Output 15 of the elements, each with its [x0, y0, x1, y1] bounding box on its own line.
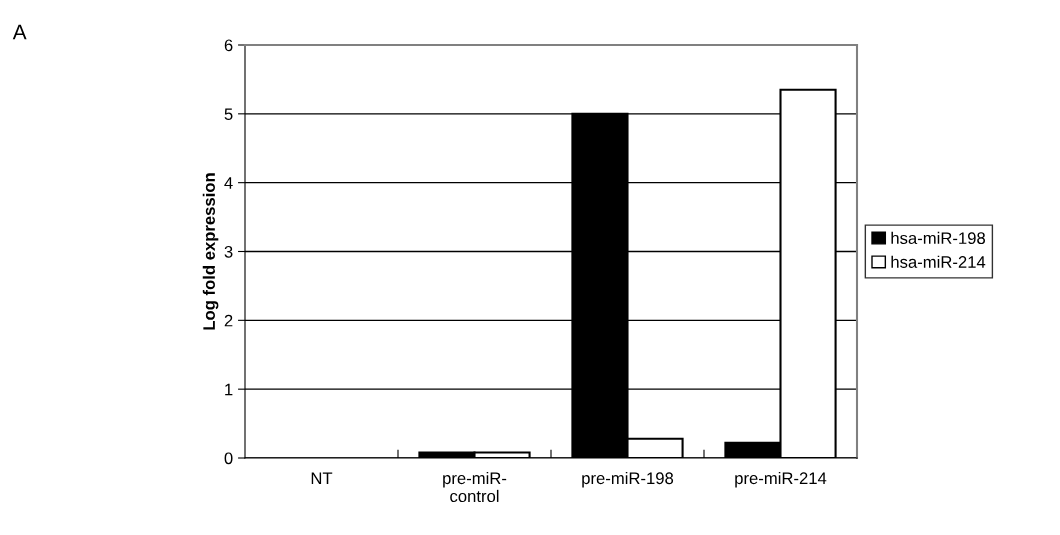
text: A	[12, 24, 27, 40]
legend-label: hsa-miR-214	[891, 255, 986, 268]
y-tick-label: 1	[225, 383, 233, 396]
x-tick-label: NT	[311, 472, 333, 484]
legend-label: hsa-miR-198	[891, 231, 986, 245]
y-tick-label: 5	[224, 108, 233, 121]
y-tick-label: 4	[224, 177, 233, 189]
x-tick-label: pre-miR-214	[735, 471, 827, 488]
y-tick-label: 3	[224, 245, 233, 258]
y-tick-label: 6	[224, 39, 233, 52]
y-tick-label: 0	[224, 452, 233, 465]
y-tick-label: 2	[224, 314, 233, 327]
x-tick-label: pre-miR- control	[443, 471, 507, 503]
y-axis-title: Log fold expression	[202, 173, 219, 330]
x-tick-label: pre-miR-198	[582, 471, 674, 488]
